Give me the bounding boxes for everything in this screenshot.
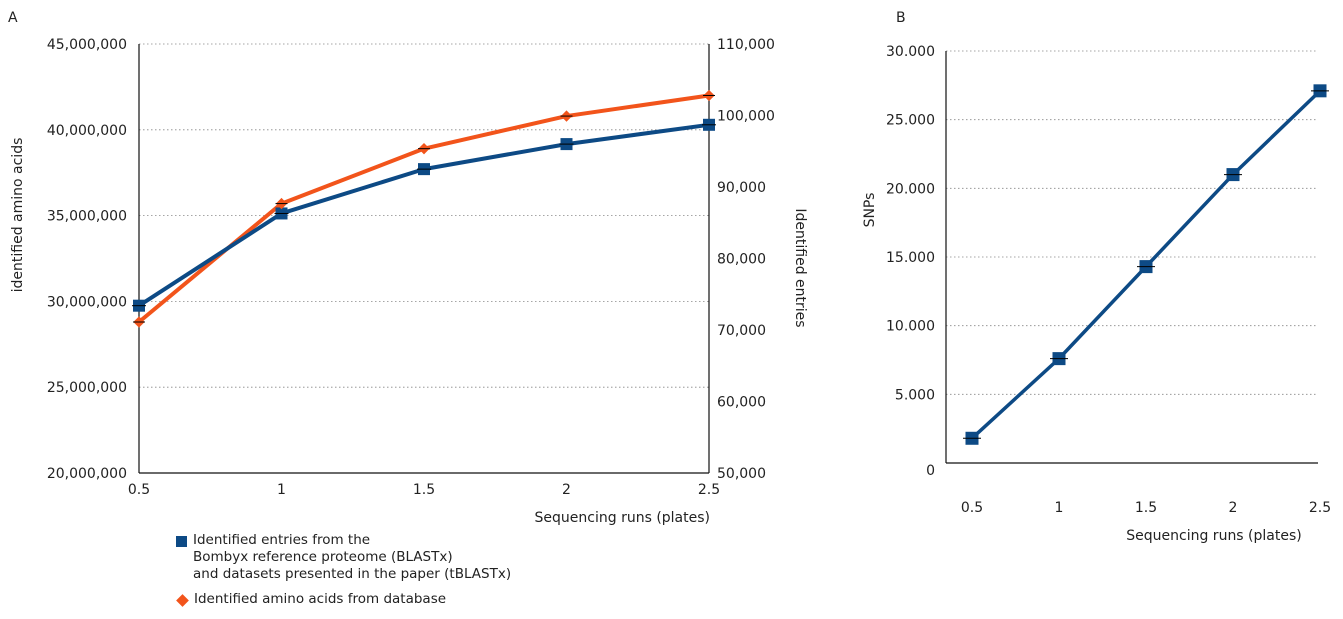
y-tick-label-left-a: 20,000,000	[47, 466, 127, 482]
x-tick-label-a: 2.5	[698, 482, 720, 498]
y-tick-label-right-a: 80,000	[717, 252, 766, 268]
y-tick-label-left-a: 25,000,000	[47, 380, 127, 396]
y-tick-label-left-a: 30,000,000	[47, 294, 127, 310]
series-b	[963, 84, 1329, 445]
panel-label-b: B	[896, 10, 906, 26]
legend-item-amino-acids: Identified amino acids from database	[176, 591, 511, 608]
square-marker-icon	[176, 536, 187, 547]
axes-a	[138, 44, 710, 474]
x-tick-label-b: 2	[1229, 500, 1238, 516]
chart-panel-a: A 20,000,000 25,000,000 30,000,000 35,000,0…	[8, 10, 808, 526]
diamond-marker-icon	[176, 594, 189, 607]
y-tick-label-b: 30.000	[886, 44, 935, 60]
x-tick-label-b: 1.5	[1135, 500, 1157, 516]
chart-panel-b: B 0 5.000 10.000 15.000 20.000 25.000 30.000 0…	[862, 10, 1331, 544]
x-tick-label-b: 0.5	[961, 500, 983, 516]
x-ticks-b: 0.5 1 1.5 2 2.5	[961, 500, 1331, 516]
x-tick-label-b: 1	[1055, 500, 1064, 516]
y-axis-label-b: SNPs	[862, 193, 878, 228]
x-axis-label-b: Sequencing runs (plates)	[1126, 528, 1301, 544]
x-tick-label-a: 2	[562, 482, 571, 498]
y-tick-label-b: 5.000	[895, 387, 935, 403]
y-ticks-left-a: 20,000,000 25,000,000 30,000,000 35,000,000…	[47, 37, 127, 482]
y-tick-label-right-a: 110,000	[717, 37, 775, 53]
x-tick-label-a: 1	[277, 482, 286, 498]
legend-label-entries-line-2: Bombyx reference proteome (BLASTx)	[193, 549, 453, 565]
legend-label-entries-line-3: and datasets presented in the paper (tBL…	[193, 566, 512, 582]
y-ticks-right-a: 50,000 60,000 70,000 80,000 90,000 100,000 110…	[717, 37, 775, 482]
y-tick-label-b: 25.000	[886, 113, 935, 129]
x-axis-label-a: Sequencing runs (plates)	[535, 510, 710, 526]
y-tick-label-b: 15.000	[886, 250, 935, 266]
y-tick-label-b: 20.000	[886, 181, 935, 197]
y-tick-label-left-a: 40,000,000	[47, 123, 127, 139]
y-tick-label-left-a: 45,000,000	[47, 37, 127, 53]
y-tick-label-right-a: 70,000	[717, 323, 766, 339]
y-tick-label-right-a: 60,000	[717, 395, 766, 411]
y-tick-label-b: 0	[926, 463, 935, 479]
y-axis-label-left-a: identified amino acids	[10, 138, 26, 293]
legend-a: Identified entries from the Bombyx refer…	[176, 532, 511, 616]
x-tick-label-a: 1.5	[413, 482, 435, 498]
x-tick-label-b: 2.5	[1309, 500, 1331, 516]
x-ticks-a: 0.5 1 1.5 2 2.5	[128, 482, 720, 498]
y-tick-label-left-a: 35,000,000	[47, 209, 127, 225]
y-tick-label-b: 10.000	[886, 319, 935, 335]
y-tick-label-right-a: 100,000	[717, 109, 775, 125]
legend-label-entries-line-1: Identified entries from the	[193, 532, 371, 548]
y-tick-label-right-a: 90,000	[717, 180, 766, 196]
series-a	[132, 89, 716, 328]
legend-item-entries: Identified entries from the Bombyx refer…	[176, 532, 511, 583]
x-tick-label-a: 0.5	[128, 482, 150, 498]
y-ticks-b: 0 5.000 10.000 15.000 20.000 25.000 30.000	[886, 44, 935, 479]
axes-b	[945, 51, 1318, 464]
y-axis-label-right-a: Identified entries	[792, 208, 808, 327]
y-tick-label-right-a: 50,000	[717, 466, 766, 482]
panel-label-a: A	[8, 10, 18, 26]
legend-label-amino-acids: Identified amino acids from database	[194, 591, 447, 607]
grid-b	[946, 50, 1318, 395]
